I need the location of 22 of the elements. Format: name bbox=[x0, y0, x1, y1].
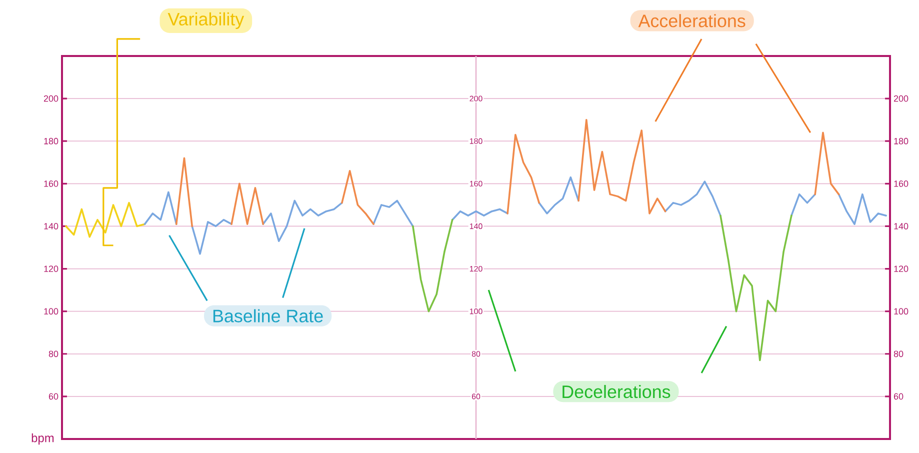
y2-tick-label: 60 bbox=[894, 393, 904, 400]
y-tick-label: 100 bbox=[44, 308, 58, 315]
y2-tick-label: 140 bbox=[894, 223, 908, 230]
y2-tick-label: 180 bbox=[894, 138, 908, 144]
text: Accelerations bbox=[638, 14, 746, 28]
y2-tick-label: 80 bbox=[894, 350, 904, 358]
text: Variability bbox=[168, 12, 244, 30]
annotation: Baseline Rate bbox=[213, 309, 323, 322]
y-tick-label: 160 bbox=[44, 180, 58, 187]
annotation: Decelerations bbox=[562, 384, 670, 398]
y2-tick-label: 160 bbox=[894, 180, 908, 187]
y-axis-title: bpm bbox=[32, 433, 54, 445]
y-tick-label: 80 bbox=[48, 350, 58, 358]
y-tick-label: 200 bbox=[44, 95, 58, 102]
y-tick-label: 60 bbox=[48, 393, 58, 400]
y2-tick-label: 120 bbox=[894, 266, 908, 272]
line-series bbox=[65, 202, 146, 238]
y-tick-label: 180 bbox=[44, 138, 58, 144]
y-tick-label: 140 bbox=[44, 223, 58, 230]
y2-tick-label: 200 bbox=[894, 95, 908, 102]
y-tick-label: 120 bbox=[44, 266, 58, 272]
y2-tick-label: 100 bbox=[894, 308, 908, 315]
